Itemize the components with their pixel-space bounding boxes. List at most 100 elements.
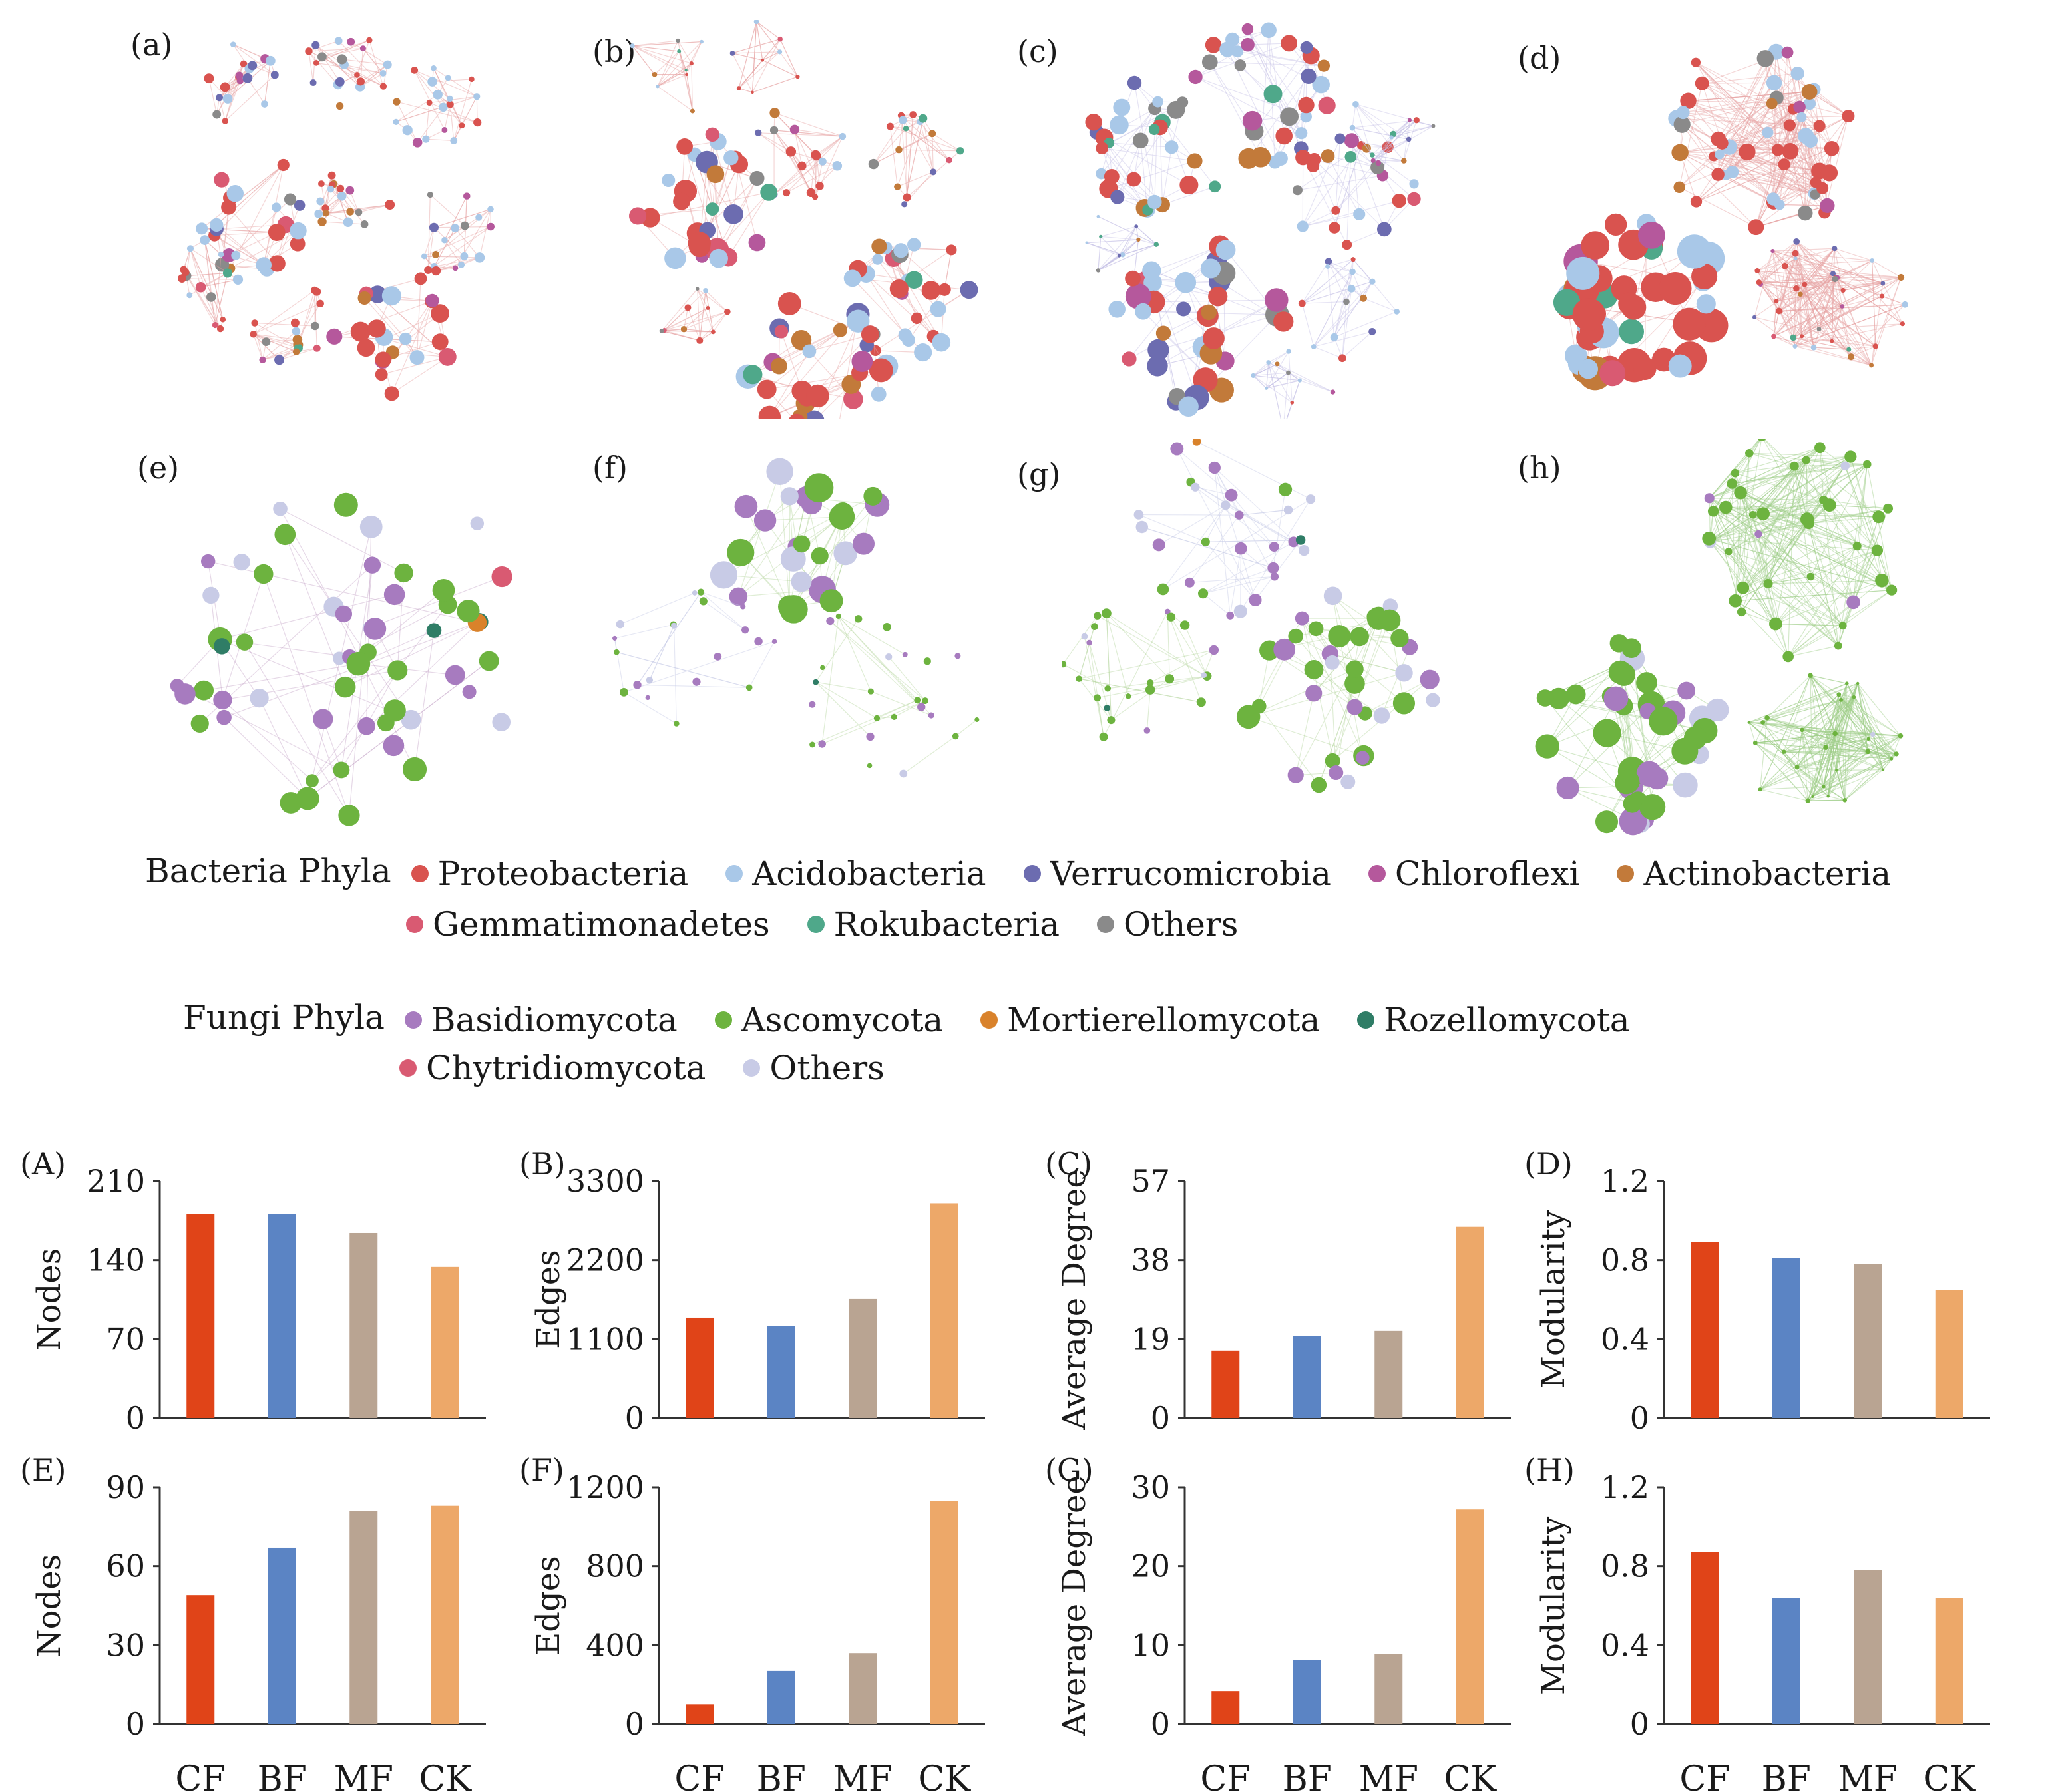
network-node [1325, 258, 1332, 266]
network-edge [1810, 675, 1824, 787]
network-node [383, 584, 405, 606]
network-edge [1106, 613, 1129, 697]
network-edge [1818, 277, 1902, 330]
y-axis-label: Average Degree [1056, 1169, 1093, 1431]
network-edge [899, 149, 960, 152]
network-node [1330, 333, 1338, 341]
network-edge [1742, 514, 1754, 588]
network-edge [414, 69, 444, 108]
network-node [1805, 798, 1810, 803]
network-node [901, 333, 915, 347]
network-edge [1794, 345, 1872, 366]
network-edge [1802, 335, 1832, 342]
network-edge [1784, 266, 1836, 278]
network-edge [1810, 675, 1847, 684]
network-node [749, 170, 765, 186]
network-edge [1740, 456, 1851, 494]
network-edge [1352, 271, 1373, 282]
network-node [869, 358, 893, 383]
network-e [170, 492, 512, 826]
network-b-module [628, 127, 778, 269]
network-edge [955, 719, 978, 737]
network-g-module [1236, 586, 1440, 793]
network-node [1636, 761, 1662, 787]
network-edge [1696, 148, 1832, 202]
network-edge [254, 323, 264, 360]
network-edge [218, 97, 226, 122]
network-a-module [393, 65, 482, 148]
network-edge [1808, 799, 1845, 801]
network-edge [1772, 52, 1788, 200]
network-edge [751, 21, 757, 92]
network-edge [1760, 751, 1868, 790]
network-edge [1802, 694, 1840, 731]
network-edge [1352, 127, 1409, 140]
network-edge [1352, 104, 1356, 128]
network-node [379, 83, 387, 90]
network-edge [1679, 152, 1756, 228]
network-edge [1301, 259, 1354, 304]
network-node [673, 192, 690, 210]
network-edge [1760, 283, 1801, 295]
network-edge [773, 130, 821, 186]
network-edge [1784, 260, 1872, 267]
network-edge [1793, 337, 1876, 347]
network-f-module [809, 613, 980, 778]
network-edge [1748, 721, 1901, 737]
network-node [1704, 493, 1715, 504]
network-node [909, 111, 917, 118]
network-d-module-edges [1754, 241, 1906, 366]
network-edge [1842, 590, 1892, 626]
network-edge [1214, 467, 1275, 577]
network-edge [253, 289, 315, 335]
network-edge [1828, 733, 1836, 797]
network-edge [1832, 341, 1850, 350]
network-edge [815, 618, 859, 683]
network-edge [1804, 284, 1814, 348]
network-node [911, 312, 922, 325]
network-edge [1372, 154, 1404, 162]
network-edge [1755, 733, 1873, 743]
network-edge [1848, 345, 1876, 350]
network-edge [1812, 683, 1858, 797]
network-edge [1372, 138, 1409, 156]
panel-label-h: (h) [1518, 450, 1561, 486]
network-edge [1758, 281, 1832, 342]
network-edge [738, 589, 823, 597]
network-edge [1754, 250, 1773, 318]
network-node [1832, 275, 1838, 283]
network-node [1872, 510, 1886, 524]
network-node [452, 265, 459, 271]
bar-ck [431, 1505, 459, 1724]
network-edge [1754, 717, 1768, 743]
network-edge [216, 164, 284, 226]
network-edge [1783, 733, 1836, 753]
network-edge [1796, 747, 1826, 768]
network-edge [811, 165, 838, 193]
network-edge [216, 228, 264, 266]
network-edge [1098, 244, 1157, 271]
network-edge [1683, 112, 1790, 126]
network-edge [705, 290, 728, 313]
network-edge [814, 156, 817, 197]
network-edge [1796, 278, 1836, 289]
network-node [956, 147, 964, 155]
network-edge [1825, 733, 1836, 748]
network-edge [1801, 116, 1848, 118]
network-edge [1834, 697, 1854, 734]
network-edge [919, 121, 950, 160]
network-edge [308, 51, 339, 85]
network-edge [1266, 362, 1269, 389]
network-edge [315, 45, 341, 83]
network-node [347, 37, 355, 46]
legend-label-chytridiomycota: Chytridiomycota [426, 1049, 706, 1087]
network-edge [1735, 447, 1820, 474]
network-edge [1104, 137, 1189, 186]
network-edge [1266, 372, 1289, 389]
network-node [306, 774, 319, 788]
network-edge [1688, 91, 1810, 102]
network-node [754, 637, 763, 646]
network-node [1370, 158, 1376, 163]
network-node [684, 68, 688, 72]
network-node [337, 192, 347, 201]
